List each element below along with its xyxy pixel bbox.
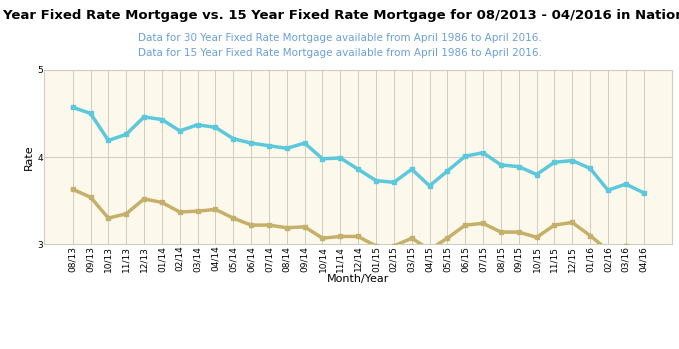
Text: 30 Year Fixed Rate Mortgage vs. 15 Year Fixed Rate Mortgage for 08/2013 - 04/201: 30 Year Fixed Rate Mortgage vs. 15 Year …	[0, 9, 679, 22]
Text: Data for 15 Year Fixed Rate Mortgage available from April 1986 to April 2016.: Data for 15 Year Fixed Rate Mortgage ava…	[138, 48, 541, 58]
X-axis label: Month/Year: Month/Year	[327, 274, 389, 284]
Y-axis label: Rate: Rate	[24, 144, 34, 170]
Text: Data for 30 Year Fixed Rate Mortgage available from April 1986 to April 2016.: Data for 30 Year Fixed Rate Mortgage ava…	[138, 33, 541, 43]
